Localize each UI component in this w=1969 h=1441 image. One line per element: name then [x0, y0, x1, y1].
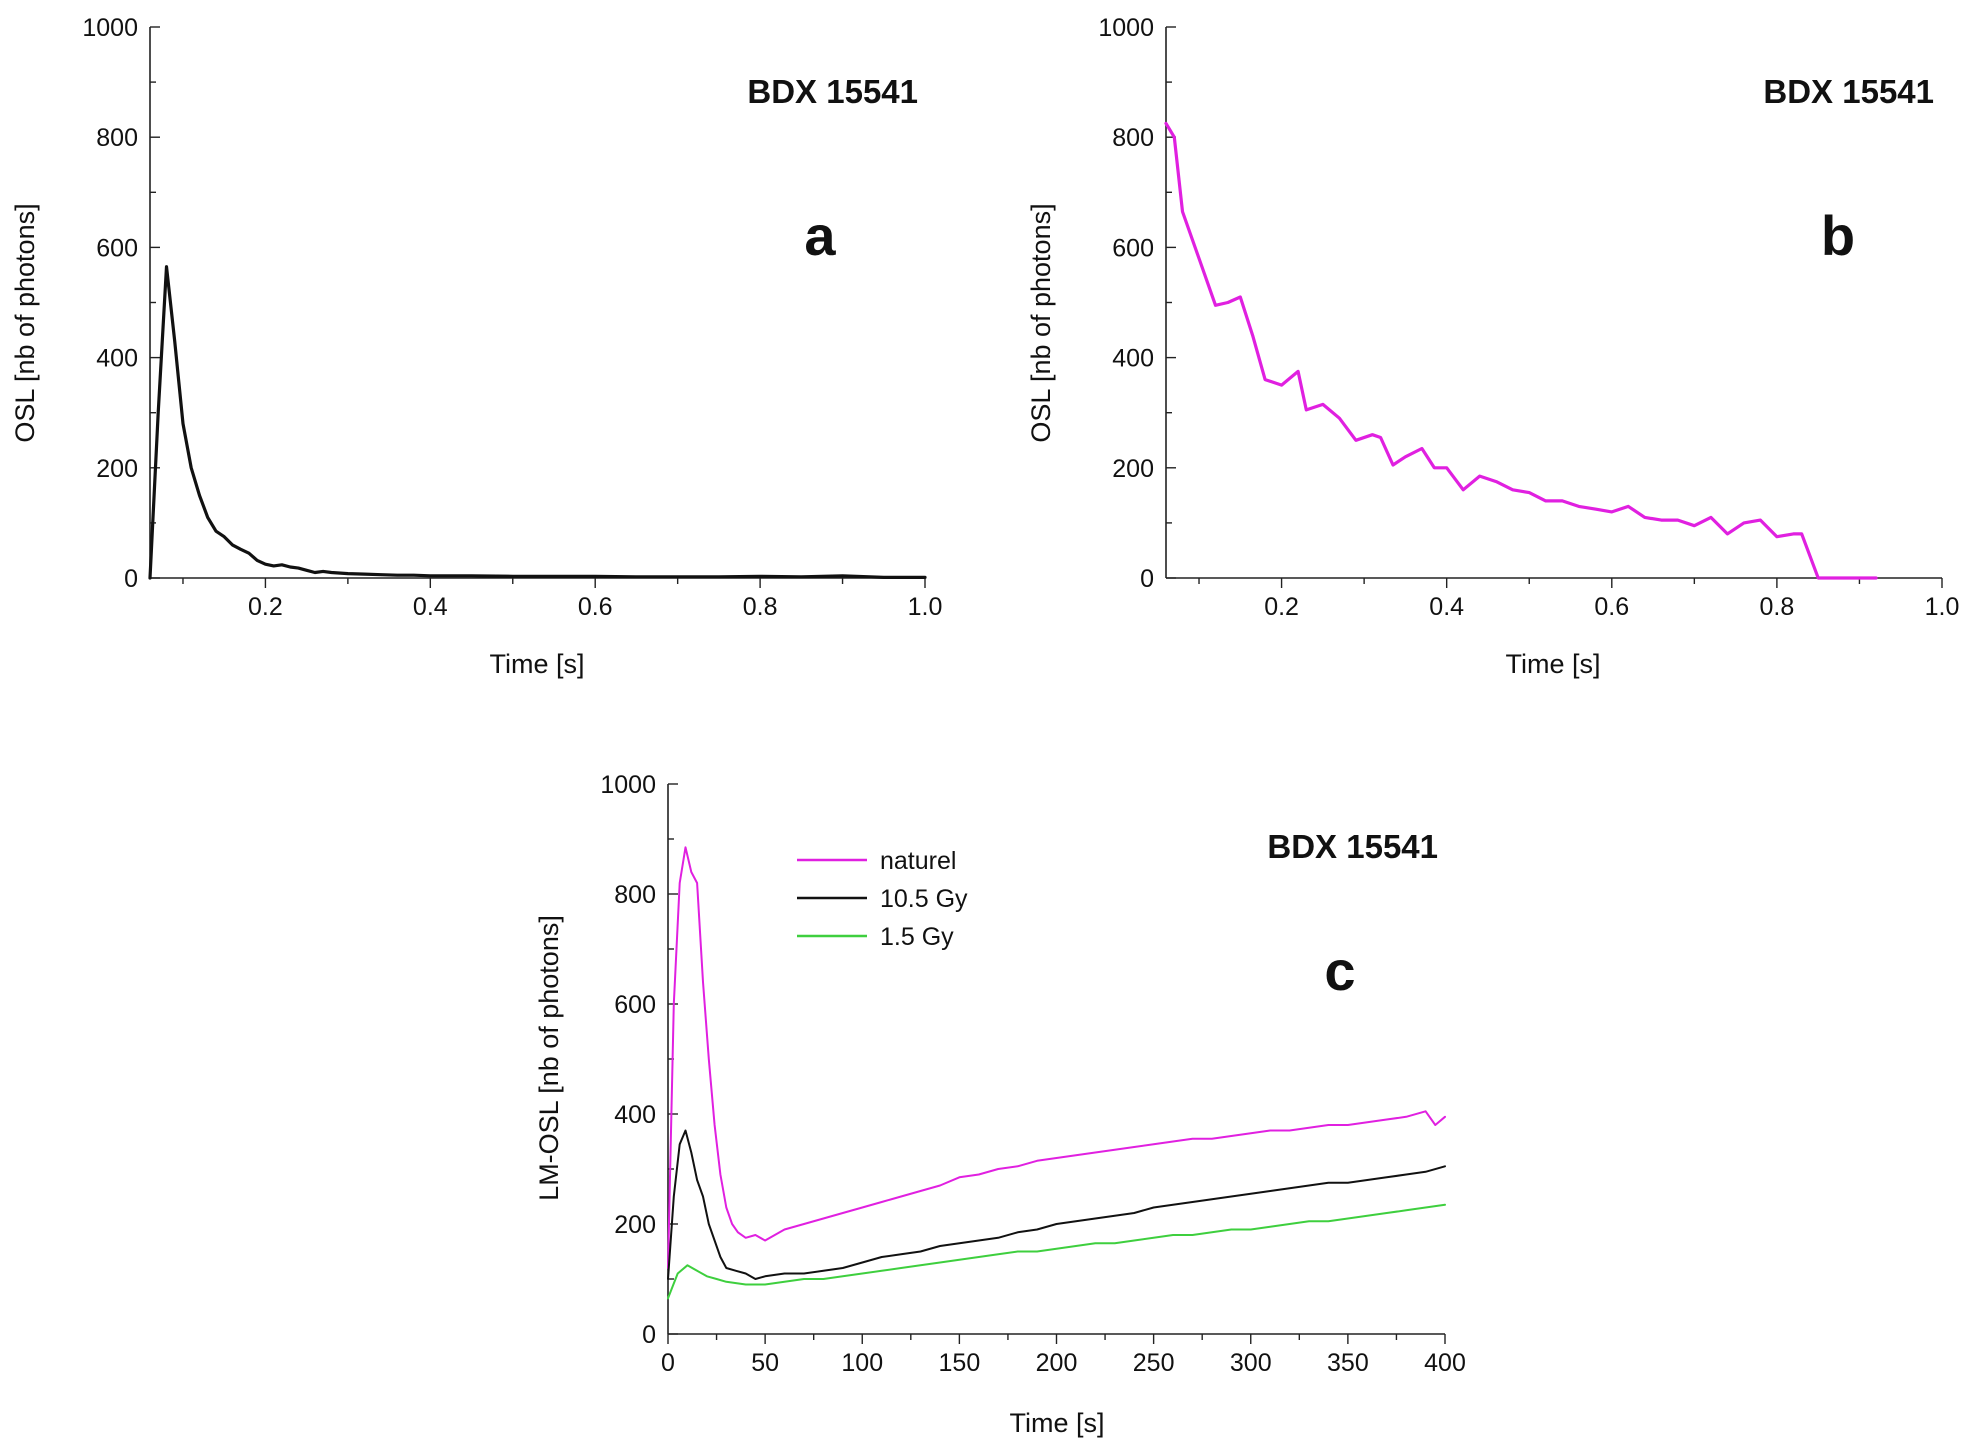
panel-b-plot-area: 0 200 400 600 800 1000 0.2 0.4 0.6 0.8 1.0 — [1098, 14, 1959, 621]
panel-c-line-1-5-gy — [667, 1203, 1446, 1300]
panel-a-y-tick-label: 600 — [96, 234, 138, 262]
panel-a-chart: 0 200 400 600 800 1000 0.2 0.4 0.6 0.8 1.0 Time [s… — [10, 14, 942, 679]
legend-item-naturel: naturel — [797, 847, 956, 875]
legend-label-naturel: naturel — [880, 847, 956, 875]
panel-a-x-axis-title: Time [s] — [489, 649, 584, 679]
panel-c-x-tick-label: 400 — [1424, 1349, 1466, 1377]
panel-b-x-tick-label: 0.8 — [1760, 593, 1795, 621]
panel-b-y-axis-title: OSL [nb of photons] — [1026, 203, 1056, 442]
panel-b-y-tick-label: 200 — [1112, 455, 1154, 483]
panel-a-y-tick-label: 0 — [124, 565, 138, 593]
panel-b-x-axis-title: Time [s] — [1505, 649, 1600, 679]
panel-c-x-axis-title: Time [s] — [1009, 1408, 1104, 1438]
panel-c-y-tick-label: 800 — [614, 881, 656, 909]
panel-c-letter: c — [1324, 939, 1355, 1002]
panel-b-x-tick-label: 1.0 — [1925, 593, 1960, 621]
panel-b-x-tick-label: 0.6 — [1594, 593, 1629, 621]
panel-b-x-tick-label: 0.2 — [1264, 593, 1299, 621]
panel-a-x-tick-label: 0.6 — [578, 593, 613, 621]
panel-b-chart: 0 200 400 600 800 1000 0.2 0.4 0.6 0.8 1.0 Time [s… — [1026, 14, 1959, 679]
legend-item-1-5-gy: 1.5 Gy — [797, 923, 954, 951]
panel-c-sample-label: BDX 15541 — [1267, 828, 1438, 865]
panel-c-x-tick-label: 150 — [939, 1349, 981, 1377]
panel-a-x-tick-label: 0.8 — [743, 593, 778, 621]
panel-b-y-tick-label: 400 — [1112, 345, 1154, 373]
panel-c-y-tick-label: 0 — [642, 1321, 656, 1349]
panel-a-y-tick-label: 200 — [96, 455, 138, 483]
panel-a-y-tick-label: 400 — [96, 345, 138, 373]
panel-a-x-tick-label: 0.4 — [413, 593, 448, 621]
panel-c-legend: naturel 10.5 Gy 1.5 Gy — [797, 847, 968, 951]
panel-c-x-tick-label: 50 — [751, 1349, 779, 1377]
panel-c-y-tick-label: 1000 — [600, 771, 656, 799]
panel-a-line-series-1 — [148, 265, 927, 580]
panel-a-y-axis-title: OSL [nb of photons] — [10, 203, 40, 442]
panel-c-line-naturel — [667, 846, 1446, 1269]
panel-c-x-tick-label: 200 — [1036, 1349, 1078, 1377]
panel-a-x-tick-label: 0.2 — [248, 593, 283, 621]
panel-b-y-tick-label: 1000 — [1098, 14, 1154, 42]
panel-b-sample-label: BDX 15541 — [1763, 73, 1934, 110]
panel-a-y-tick-label: 1000 — [82, 14, 138, 42]
panel-c-x-tick-label: 300 — [1230, 1349, 1272, 1377]
panel-b-line-series-1 — [1164, 121, 1878, 580]
panel-b-x-tick-label: 0.4 — [1429, 593, 1464, 621]
panel-c-x-tick-label: 250 — [1133, 1349, 1175, 1377]
panel-a-y-tick-label: 800 — [96, 124, 138, 152]
panel-c-x-tick-label: 100 — [841, 1349, 883, 1377]
panel-b-letter: b — [1821, 204, 1855, 267]
panel-c-line-10-5-gy — [667, 1129, 1446, 1280]
panel-b-y-tick-label: 600 — [1112, 234, 1154, 262]
panel-c-y-axis-title: LM-OSL [nb of photons] — [534, 915, 564, 1201]
panel-a-x-tick-label: 1.0 — [908, 593, 943, 621]
legend-label-1-5-gy: 1.5 Gy — [880, 923, 954, 951]
panel-c-plot-area: 0 200 400 600 800 1000 0 50 100 150 200 250 300 350 40… — [600, 771, 1465, 1377]
panel-c-chart: 0 200 400 600 800 1000 0 50 100 150 200 250 300 350 40… — [534, 771, 1466, 1438]
panel-c-x-tick-label: 350 — [1327, 1349, 1369, 1377]
panel-c-y-tick-label: 600 — [614, 991, 656, 1019]
panel-c-y-tick-label: 200 — [614, 1211, 656, 1239]
panel-b-y-tick-label: 800 — [1112, 124, 1154, 152]
panel-c-x-tick-label: 0 — [661, 1349, 675, 1377]
panel-b-y-tick-label: 0 — [1140, 565, 1154, 593]
panel-c-y-tick-label: 400 — [614, 1101, 656, 1129]
panel-a-letter: a — [804, 204, 836, 267]
panel-a-sample-label: BDX 15541 — [747, 73, 918, 110]
legend-label-10-5-gy: 10.5 Gy — [880, 885, 968, 913]
panel-a-plot-area: 0 200 400 600 800 1000 0.2 0.4 0.6 0.8 1.0 — [82, 14, 942, 621]
legend-item-10-5-gy: 10.5 Gy — [797, 885, 968, 913]
